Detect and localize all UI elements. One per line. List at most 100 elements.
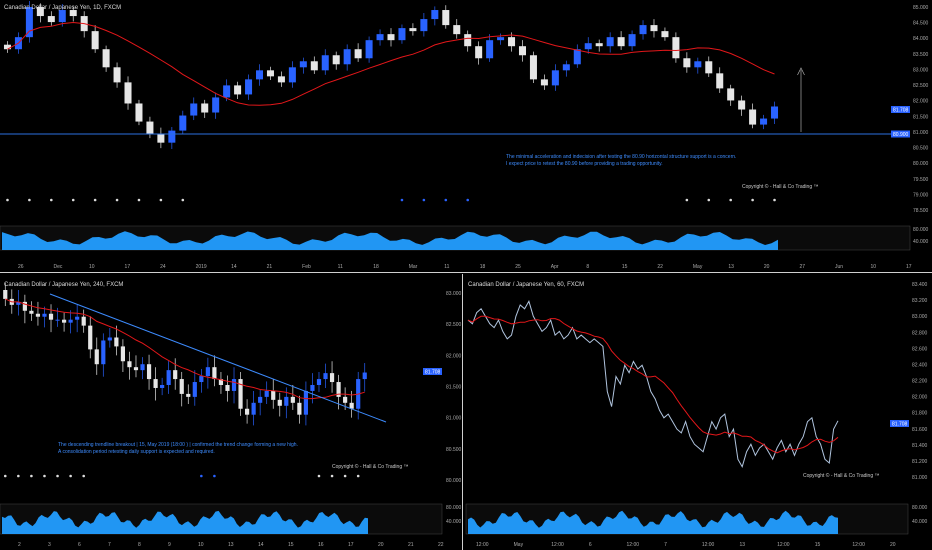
- daily-time-axis-tick: Mar: [409, 264, 418, 270]
- h1-panel[interactable]: Canadian Dollar / Japanese Yen, 60, FXCM…: [465, 282, 928, 548]
- h1-price-axis-tick: 81.000: [912, 475, 928, 481]
- h1-price-axis-tick: 81.600: [912, 427, 928, 433]
- h1-price-axis-tick: 83.000: [912, 314, 928, 320]
- pattern-dot: [356, 474, 360, 478]
- candle-body: [251, 402, 256, 415]
- candle-body: [212, 97, 220, 113]
- h1-copyright: Copyright © - Hall & Co Trading ™: [803, 472, 880, 479]
- h4-price-tag: 81.708: [423, 368, 442, 376]
- h4-price-axis: 83.000 82.500 82.000 81.500 81.000 80.500 80.0…: [446, 291, 462, 484]
- candle-body: [497, 37, 505, 41]
- candle-body: [68, 319, 73, 323]
- pattern-dot: [50, 198, 53, 202]
- h1-time-axis-tick: 12:00: [777, 542, 790, 548]
- candle-body: [186, 393, 191, 397]
- pattern-dot: [71, 198, 75, 202]
- candle-body: [573, 49, 581, 65]
- candle-body: [606, 37, 614, 47]
- candle-body: [760, 118, 768, 125]
- h4-time-axis-tick: 13: [228, 542, 234, 548]
- h1-time-axis-tick: May: [514, 542, 524, 548]
- daily-price-axis-tick: 80.000: [913, 161, 929, 167]
- daily-osc-tick-80: 80.000: [913, 227, 929, 233]
- h4-panel[interactable]: Canadian Dollar / Japanese Yen, 240, FXC…: [0, 282, 462, 548]
- h1-osc: [468, 510, 838, 534]
- daily-time-axis-tick: 26: [18, 264, 24, 270]
- candle-body: [140, 364, 145, 371]
- daily-title: Canadian Dollar / Japanese Yen, 1D, FXCM: [4, 5, 121, 11]
- h1-price-axis-tick: 82.800: [912, 330, 928, 336]
- candle-body: [190, 103, 198, 116]
- daily-copyright: Copyright © - Hall & Co Trading ™: [742, 183, 819, 190]
- candle-body: [683, 58, 691, 68]
- h1-last-price: 81.708: [892, 422, 908, 428]
- candle-body: [88, 325, 93, 350]
- daily-panel[interactable]: Canadian Dollar / Japanese Yen, 1D, FXCM…: [0, 0, 929, 270]
- pattern-dot: [3, 474, 7, 478]
- daily-price-axis-tick: 85.000: [913, 5, 929, 11]
- candle-body: [738, 100, 746, 110]
- pattern-dot: [181, 198, 185, 202]
- candle-body: [225, 385, 230, 391]
- candle-body: [3, 44, 11, 50]
- h4-time-axis-tick: 16: [318, 542, 324, 548]
- candle-body: [127, 361, 132, 368]
- daily-price-tag: 81.708: [891, 106, 910, 114]
- candle-body: [284, 396, 289, 406]
- pattern-dot: [729, 198, 732, 202]
- h4-time-axis-tick: 15: [288, 542, 294, 548]
- candle-body: [107, 337, 112, 341]
- candle-body: [153, 379, 158, 388]
- candle-body: [244, 408, 250, 415]
- h1-title: Canadian Dollar / Japanese Yen, 60, FXCM: [468, 282, 584, 288]
- h4-time-axis-tick: 17: [348, 542, 354, 548]
- h1-time-axis-tick: 12:00: [702, 542, 715, 548]
- h1-time-axis-tick: 12:00: [852, 542, 865, 548]
- candle-body: [29, 310, 34, 314]
- candle-body: [22, 301, 27, 311]
- h4-time-axis-tick: 7: [108, 542, 111, 548]
- candle-body: [91, 31, 99, 50]
- pattern-dot: [28, 198, 31, 202]
- candle-body: [321, 55, 329, 71]
- h4-title: Canadian Dollar / Japanese Yen, 240, FXC…: [4, 282, 123, 288]
- candle-body: [332, 55, 340, 65]
- candle-body: [42, 313, 47, 317]
- pattern-dot: [93, 198, 97, 202]
- candle-body: [420, 19, 428, 32]
- daily-price-axis-tick: 83.000: [913, 67, 929, 73]
- h4-trendline[interactable]: [49, 293, 387, 423]
- h4-time-axis-tick: 3: [48, 542, 51, 548]
- candle-body: [94, 349, 99, 365]
- candle-body: [75, 316, 80, 320]
- h1-price-axis-tick: 81.200: [912, 459, 928, 465]
- moving-average: [5, 298, 365, 400]
- candle-body: [256, 70, 264, 80]
- h4-ma: [5, 298, 365, 400]
- pattern-dot: [43, 474, 46, 478]
- candle-body: [297, 402, 302, 415]
- daily-time-axis-tick: 24: [160, 264, 166, 270]
- candle-body: [146, 121, 154, 134]
- daily-note-line-2: I expect price to retest the 80.90 befor…: [506, 161, 663, 167]
- daily-time-axis-tick: 15: [622, 264, 628, 270]
- candle-body: [234, 85, 242, 95]
- pattern-dot: [707, 198, 711, 202]
- moving-average: [7, 21, 775, 106]
- daily-note-line-1: The minimal acceleration and indecision …: [506, 154, 736, 160]
- h1-time-axis-tick: 13: [739, 542, 745, 548]
- candle-body: [316, 379, 322, 385]
- h1-price-tag: 81.708: [890, 420, 909, 428]
- h1-price-axis-tick: 82.000: [912, 395, 928, 401]
- candle-body: [323, 373, 328, 380]
- daily-last-price: 81.708: [893, 108, 909, 114]
- candle-body: [716, 73, 724, 89]
- pattern-dot: [400, 198, 404, 202]
- candle-body: [173, 370, 178, 380]
- candle-body: [639, 25, 647, 35]
- candle-body: [540, 79, 548, 86]
- h1-price-axis-tick: 82.200: [912, 379, 928, 385]
- candle-body: [199, 376, 204, 383]
- pattern-dot: [115, 198, 119, 202]
